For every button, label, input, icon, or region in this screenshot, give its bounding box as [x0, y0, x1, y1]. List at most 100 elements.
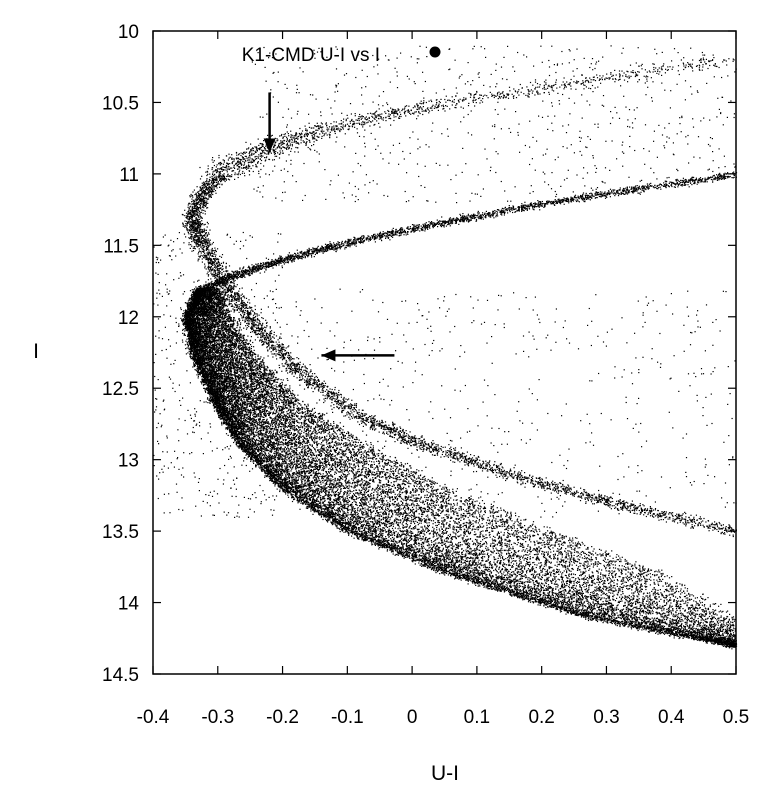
- data-point: [347, 456, 349, 459]
- data-point: [676, 617, 679, 619]
- data-point: [248, 346, 251, 348]
- data-point: [323, 514, 325, 516]
- data-point: [480, 577, 482, 579]
- data-point: [271, 392, 273, 394]
- data-point: [309, 444, 311, 446]
- data-point: [599, 586, 601, 588]
- data-point: [602, 555, 604, 557]
- data-point: [263, 416, 265, 418]
- data-point: [283, 393, 286, 395]
- data-point: [301, 487, 303, 489]
- data-point: [200, 381, 202, 383]
- data-point: [611, 614, 613, 616]
- data-point: [510, 580, 512, 582]
- data-point: [281, 388, 284, 390]
- data-point: [675, 588, 677, 590]
- data-point: [386, 500, 388, 502]
- data-point: [449, 541, 451, 543]
- data-point: [312, 423, 315, 425]
- data-point: [301, 483, 303, 485]
- data-point: [516, 575, 518, 577]
- data-point: [632, 616, 634, 618]
- data-point: [500, 573, 503, 575]
- data-point: [372, 477, 374, 479]
- data-point: [526, 572, 528, 574]
- data-point: [320, 432, 322, 435]
- data-point: [250, 433, 252, 435]
- data-point: [705, 642, 707, 644]
- data-point: [386, 549, 389, 551]
- data-point: [697, 610, 699, 612]
- data-point: [463, 570, 465, 573]
- data-point: [409, 525, 411, 527]
- data-point: [625, 612, 628, 614]
- data-point: [361, 445, 363, 447]
- data-point: [386, 505, 388, 507]
- data-point: [238, 359, 240, 361]
- data-point: [393, 543, 395, 545]
- data-point: [710, 611, 712, 613]
- data-point: [207, 324, 210, 326]
- data-point: [557, 598, 559, 600]
- data-point: [677, 621, 680, 623]
- data-point: [235, 342, 238, 344]
- data-point: [421, 541, 423, 544]
- data-point: [669, 635, 671, 637]
- data-point: [420, 508, 422, 510]
- data-point: [625, 576, 627, 578]
- data-point: [336, 461, 338, 463]
- data-point: [259, 434, 261, 436]
- data-point: [466, 564, 468, 566]
- data-point: [340, 515, 342, 517]
- data-point: [480, 540, 482, 543]
- data-point: [187, 347, 190, 349]
- data-point: [511, 590, 513, 592]
- data-point: [316, 433, 318, 435]
- data-point: [609, 571, 611, 573]
- data-point: [255, 376, 257, 378]
- data-point: [497, 560, 499, 562]
- data-point: [648, 602, 650, 604]
- data-point: [307, 485, 310, 487]
- data-point: [413, 491, 415, 493]
- data-point: [219, 364, 221, 366]
- data-point: [581, 595, 583, 597]
- data-point: [214, 392, 216, 394]
- data-point: [241, 370, 243, 372]
- data-point: [326, 455, 328, 457]
- data-point: [333, 500, 335, 502]
- data-point: [235, 369, 237, 372]
- data-point: [631, 592, 633, 594]
- data-point: [286, 492, 288, 494]
- data-point: [258, 405, 260, 407]
- data-point: [232, 393, 235, 395]
- data-point: [559, 533, 561, 535]
- data-point: [711, 615, 713, 617]
- data-point: [445, 498, 447, 500]
- data-point: [635, 613, 638, 615]
- data-point: [182, 328, 184, 330]
- data-point: [463, 567, 465, 569]
- data-point: [625, 573, 627, 575]
- data-point: [285, 468, 287, 470]
- data-point: [707, 635, 709, 637]
- data-point: [661, 593, 663, 595]
- data-point: [466, 502, 468, 504]
- data-point: [313, 499, 316, 502]
- data-point: [222, 303, 224, 306]
- data-point: [466, 569, 468, 571]
- data-point: [380, 458, 382, 460]
- data-point: [250, 377, 252, 379]
- data-point: [688, 633, 690, 635]
- data-point: [263, 411, 266, 413]
- data-point: [729, 641, 731, 643]
- data-point: [221, 400, 224, 402]
- data-point: [561, 607, 563, 609]
- data-point: [308, 498, 310, 500]
- data-point: [370, 495, 373, 497]
- data-point: [362, 508, 364, 510]
- data-point: [339, 518, 341, 520]
- data-point: [200, 285, 202, 287]
- data-point: [321, 418, 324, 420]
- data-point: [252, 386, 254, 388]
